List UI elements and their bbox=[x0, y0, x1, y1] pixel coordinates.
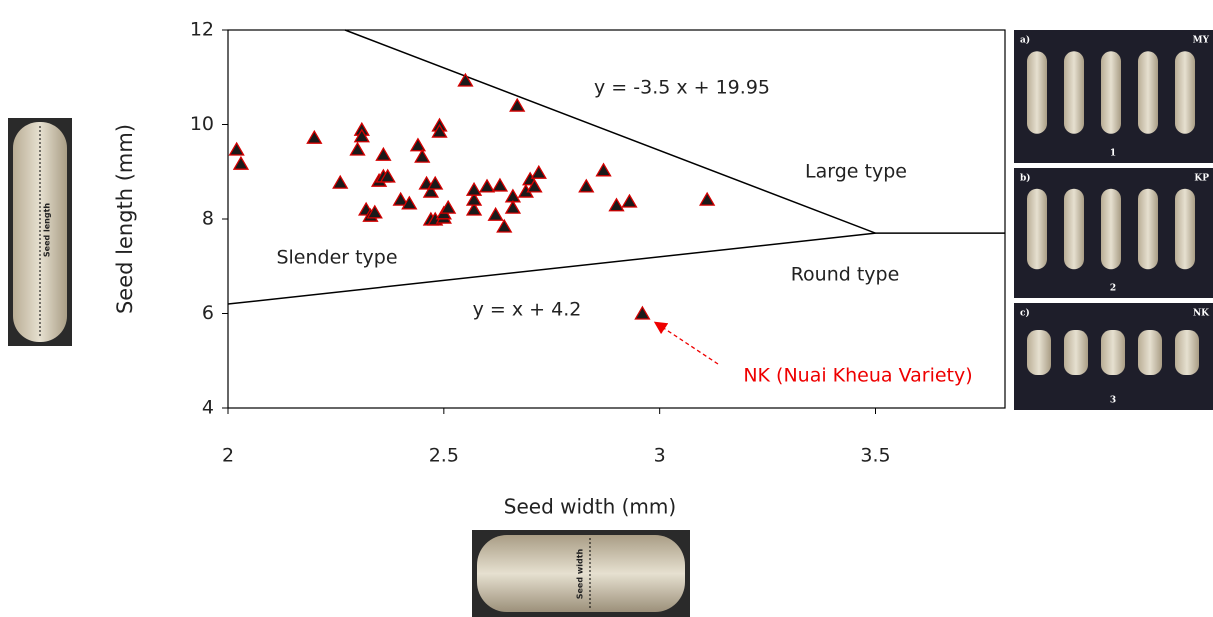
region-label: Slender type bbox=[276, 247, 397, 269]
grain bbox=[1175, 51, 1195, 133]
highlight-label: NK (Nuai Kheua Variety) bbox=[743, 365, 972, 387]
x-tick-label: 3 bbox=[654, 445, 666, 467]
panel-number: 1 bbox=[1110, 149, 1116, 159]
point bbox=[307, 131, 321, 143]
grain bbox=[1064, 189, 1084, 270]
panel-tag: c) bbox=[1020, 308, 1030, 319]
panel-tag: b) bbox=[1020, 173, 1031, 184]
grain bbox=[1138, 330, 1162, 375]
panels: a) MY 1 b) KP 2 c) NK 3 bbox=[1014, 30, 1213, 410]
grain bbox=[1064, 51, 1084, 133]
panel-name: MY bbox=[1193, 36, 1210, 46]
y-tick-label: 8 bbox=[202, 208, 214, 230]
point bbox=[415, 150, 429, 162]
grain bbox=[1027, 330, 1051, 375]
region-label: Round type bbox=[791, 264, 900, 286]
panel-tag: a) bbox=[1020, 35, 1030, 46]
grain bbox=[1101, 51, 1121, 133]
panel-name: NK bbox=[1193, 309, 1210, 319]
panel-number: 3 bbox=[1110, 396, 1116, 406]
x-tick-label: 2.5 bbox=[429, 445, 459, 467]
point bbox=[532, 166, 546, 178]
y-tick-label: 10 bbox=[190, 113, 214, 135]
x-tick-label: 3.5 bbox=[860, 445, 890, 467]
grain bbox=[1064, 330, 1088, 375]
grain bbox=[1101, 330, 1125, 375]
point bbox=[493, 179, 507, 191]
region-label: Large type bbox=[805, 161, 907, 183]
point bbox=[480, 180, 494, 192]
point bbox=[333, 176, 347, 188]
grain bbox=[1138, 189, 1158, 270]
figure: Seed length Seed width a) MY 1 b) KP 2 c) NK 3 4… bbox=[0, 0, 1213, 617]
point bbox=[376, 148, 390, 160]
point bbox=[700, 193, 714, 205]
equation: y = x + 4.2 bbox=[473, 299, 582, 321]
point bbox=[506, 201, 520, 213]
point bbox=[467, 183, 481, 195]
y-tick-label: 6 bbox=[202, 302, 214, 324]
panel-number: 2 bbox=[1110, 284, 1116, 294]
point bbox=[497, 220, 511, 232]
x-axis-label: Seed width (mm) bbox=[504, 495, 676, 519]
point bbox=[510, 99, 524, 111]
point bbox=[351, 143, 365, 155]
point bbox=[230, 143, 244, 155]
y-axis-label: Seed length (mm) bbox=[113, 124, 137, 314]
equation: y = -3.5 x + 19.95 bbox=[594, 77, 770, 99]
grain bbox=[1175, 330, 1199, 375]
x-tick-label: 2 bbox=[222, 445, 234, 467]
arrow bbox=[656, 323, 718, 364]
panel-name: KP bbox=[1194, 174, 1209, 184]
grain bbox=[1027, 189, 1047, 270]
grain bbox=[1138, 51, 1158, 133]
point bbox=[635, 307, 649, 319]
point bbox=[234, 157, 248, 169]
point bbox=[610, 199, 624, 211]
point bbox=[411, 139, 425, 151]
photo-label: Seed width bbox=[576, 548, 585, 599]
y-tick-label: 12 bbox=[190, 19, 214, 41]
boundary-line bbox=[228, 233, 876, 304]
grain bbox=[1175, 189, 1195, 270]
grain bbox=[1027, 51, 1047, 133]
point bbox=[597, 164, 611, 176]
point bbox=[622, 195, 636, 207]
point bbox=[489, 208, 503, 220]
grain bbox=[1101, 189, 1121, 270]
y-tick-label: 4 bbox=[202, 397, 214, 419]
point bbox=[579, 180, 593, 192]
point bbox=[458, 74, 472, 86]
photo-label: Seed length bbox=[43, 203, 52, 258]
